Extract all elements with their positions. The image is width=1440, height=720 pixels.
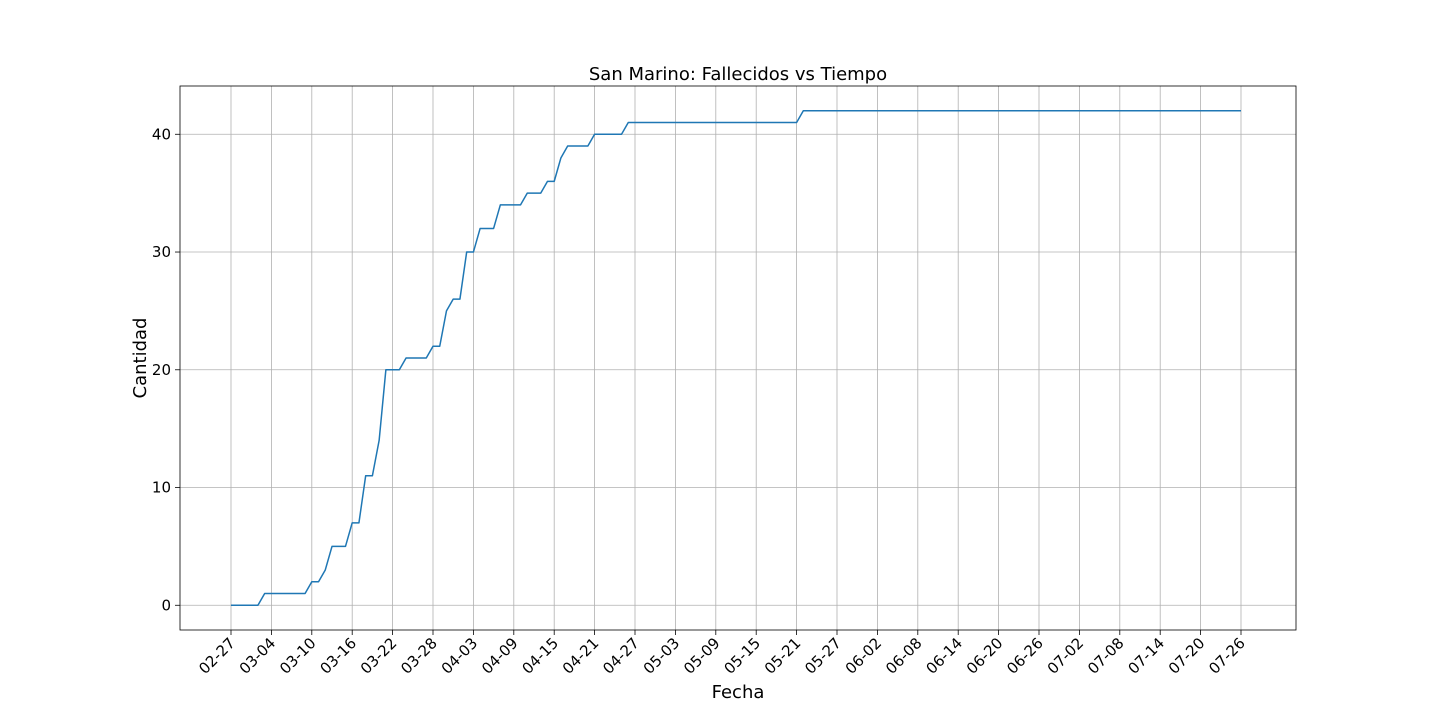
y-tick-label: 40 <box>152 125 171 143</box>
y-tick-label: 30 <box>152 243 171 261</box>
x-axis-title: Fecha <box>712 682 765 703</box>
y-tick-label: 10 <box>152 479 171 497</box>
plot-area <box>231 109 1241 607</box>
plot-frame <box>179 85 1297 631</box>
grid <box>180 86 1296 630</box>
chart-title: San Marino: Fallecidos vs Tiempo <box>589 64 887 85</box>
y-tick-label: 0 <box>161 596 171 614</box>
series-line <box>231 109 1241 607</box>
y-axis-title: Cantidad <box>130 318 151 399</box>
y-tick-label: 20 <box>152 361 171 379</box>
